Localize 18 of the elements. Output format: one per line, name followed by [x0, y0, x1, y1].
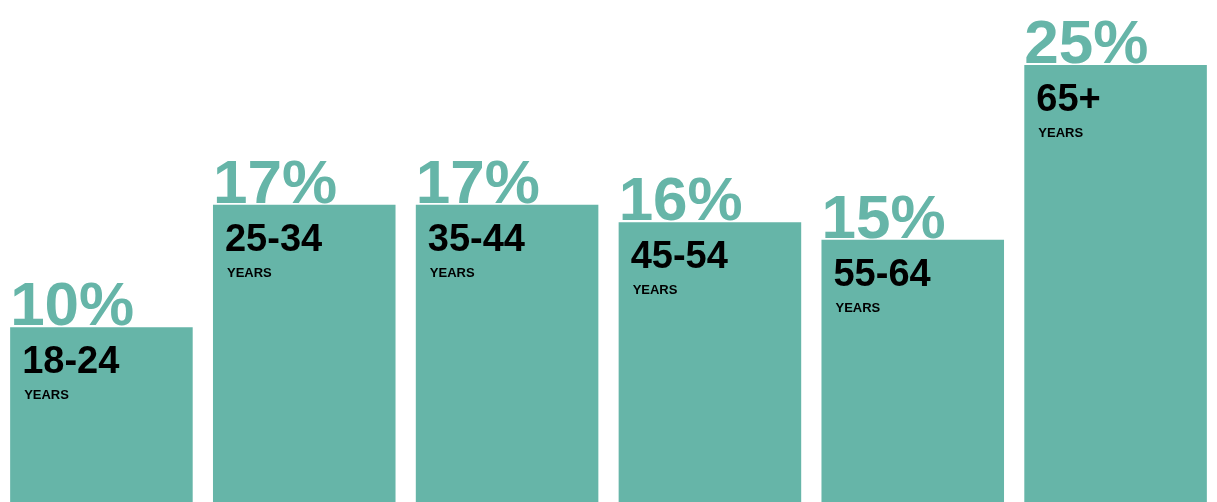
annotation: YEARS — [429, 264, 475, 280]
x-tick-label: 25-34 — [224, 216, 323, 259]
annotation: YEARS — [1038, 125, 1084, 140]
x-tick-label: 45-54 — [630, 234, 728, 277]
data-label: 10% — [10, 269, 135, 339]
annotation: YEARS — [835, 299, 881, 315]
annotation: YEARS — [24, 387, 70, 403]
data-label: 17% — [212, 146, 338, 216]
x-tick-label: 18-24 — [22, 339, 120, 382]
data-label: 15% — [821, 181, 946, 251]
data-label: 17% — [415, 146, 540, 216]
data-label: 16% — [618, 164, 743, 234]
x-tick-label: 55-64 — [833, 251, 931, 294]
x-tick-label: 65+ — [1036, 77, 1101, 119]
annotation: YEARS — [632, 282, 678, 298]
x-tick-label: 35-44 — [427, 216, 526, 259]
data-label: 25% — [1024, 7, 1149, 76]
annotation: YEARS — [226, 264, 273, 280]
